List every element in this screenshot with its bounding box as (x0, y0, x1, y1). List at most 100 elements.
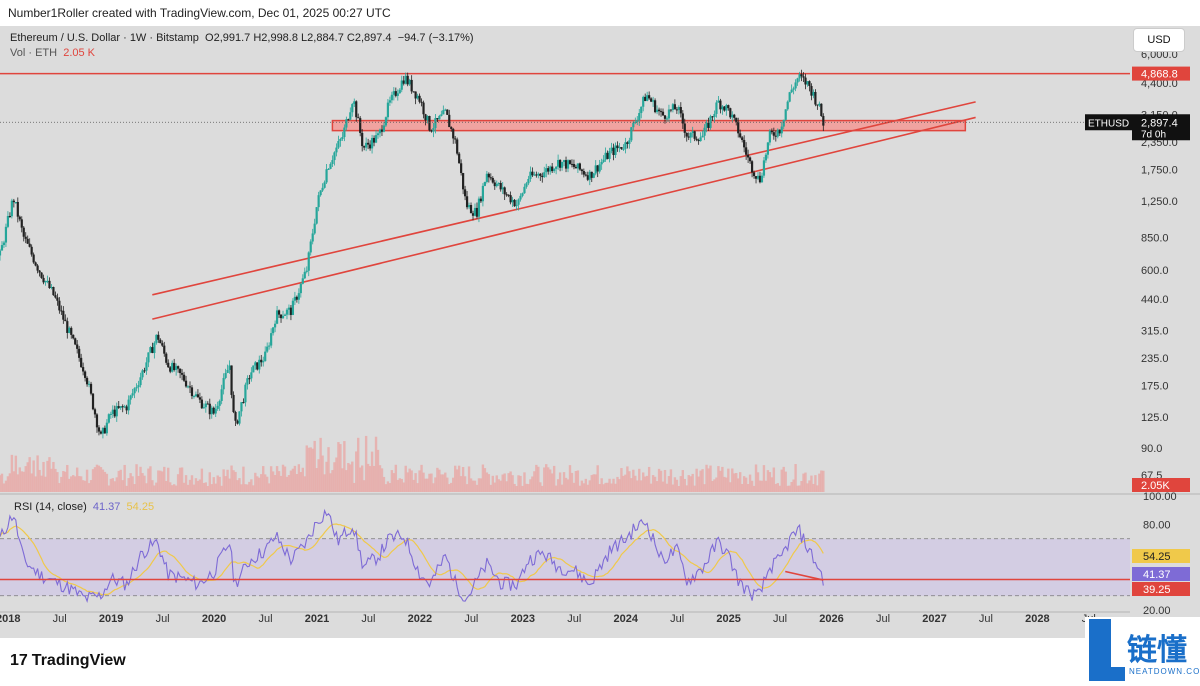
volume-bar (234, 471, 237, 492)
candle-body (766, 142, 769, 155)
candle-body (78, 348, 81, 358)
time-axis-label: 2027 (922, 613, 946, 625)
candle-body (527, 178, 530, 184)
candle-body (725, 105, 728, 111)
volume-bar (750, 480, 754, 492)
volume-bar (552, 465, 556, 492)
candle-body (762, 160, 766, 176)
volume-bar (386, 481, 390, 492)
volume-bar (752, 485, 756, 492)
volume-bar (525, 483, 528, 492)
volume-bar (64, 471, 67, 492)
candle-body (16, 201, 19, 217)
candle-body (467, 204, 471, 208)
candle-body (497, 182, 500, 184)
volume-bar (485, 472, 489, 492)
candle-body (463, 189, 467, 197)
candle-body (279, 314, 283, 319)
volume-bar (202, 482, 206, 492)
volume-bar (366, 463, 370, 492)
candle-body (804, 77, 807, 85)
volume-bar (40, 475, 43, 492)
volume-bar (89, 480, 93, 492)
candle-body (816, 104, 819, 106)
volume-bar (357, 437, 360, 492)
volume-bar (667, 476, 671, 492)
candle-body (465, 196, 469, 208)
trendline-1 (152, 101, 976, 296)
volume-bar (562, 472, 566, 492)
volume-bar (107, 485, 111, 492)
candle-body (735, 117, 738, 122)
candle-body (456, 139, 459, 154)
volume-bar (434, 477, 437, 492)
candle-body (315, 207, 318, 224)
volume-bar (737, 478, 740, 492)
candle-body (42, 277, 45, 283)
rsi-level-tag (1132, 549, 1190, 563)
candle-body (547, 168, 550, 172)
volume-bar (703, 484, 706, 492)
volume-bar (618, 479, 621, 492)
candle-body (513, 199, 516, 207)
volume-bar (715, 477, 718, 492)
candle-body (780, 126, 783, 134)
price-chart[interactable]: 6,000.04,400.03,150.02,350.01,750.01,250… (0, 26, 1200, 638)
candle-body (99, 431, 103, 434)
candle-body (248, 378, 251, 380)
volume-bar (206, 485, 210, 492)
tradingview-logo[interactable]: 17 TradingView (10, 652, 126, 669)
candle-body (105, 422, 108, 434)
candle-body (125, 406, 128, 411)
candle-body (4, 226, 8, 243)
volume-bar (16, 474, 20, 492)
candle-body (733, 114, 736, 118)
rsi-divergence-line (785, 570, 824, 581)
volume-bar (497, 479, 500, 492)
candle-body (153, 342, 156, 354)
candle-body (329, 163, 332, 169)
candle-body (460, 163, 463, 174)
volume-bar (226, 469, 229, 492)
candle-body (85, 377, 89, 385)
candle-body (180, 373, 184, 375)
volume-bar (262, 466, 265, 492)
volume-bar (717, 466, 720, 492)
candle-body (252, 365, 255, 373)
candle-body (422, 102, 425, 115)
candle-body (281, 315, 285, 319)
volume-bar (32, 460, 35, 492)
volume-bar (612, 478, 615, 492)
price-axis-label: 175.0 (1141, 380, 1169, 392)
currency-button[interactable]: USD (1133, 28, 1185, 52)
candle-body (521, 193, 524, 196)
resistance-tag-label: 4,868.8 (1141, 69, 1178, 81)
candle-body (228, 365, 231, 370)
volume-bar (766, 470, 770, 492)
candle-body (149, 347, 152, 353)
candle-body (331, 160, 334, 164)
volume-bar (364, 435, 368, 492)
candle-body (10, 200, 13, 217)
candle-body (139, 377, 142, 386)
candle-body (644, 96, 647, 101)
candle-body (517, 199, 520, 205)
volume-bar (428, 473, 431, 492)
vol-label: Vol · ETH (10, 47, 58, 59)
tv-icon: 17 (10, 652, 28, 669)
volume-bar (353, 482, 356, 492)
candle-body (236, 420, 239, 424)
candle-body (624, 142, 627, 149)
price-axis-label: 125.0 (1141, 412, 1169, 424)
candle-body (691, 131, 694, 133)
candle-body (58, 300, 61, 311)
volume-bar (46, 460, 49, 492)
volume-bar (295, 474, 299, 492)
footer (0, 638, 1200, 686)
candle-body (390, 94, 393, 101)
volume-bar (788, 485, 791, 492)
volume-bar (545, 464, 548, 492)
volume-bar (663, 469, 667, 492)
candle-body (636, 120, 639, 122)
volume-bar (570, 472, 574, 492)
